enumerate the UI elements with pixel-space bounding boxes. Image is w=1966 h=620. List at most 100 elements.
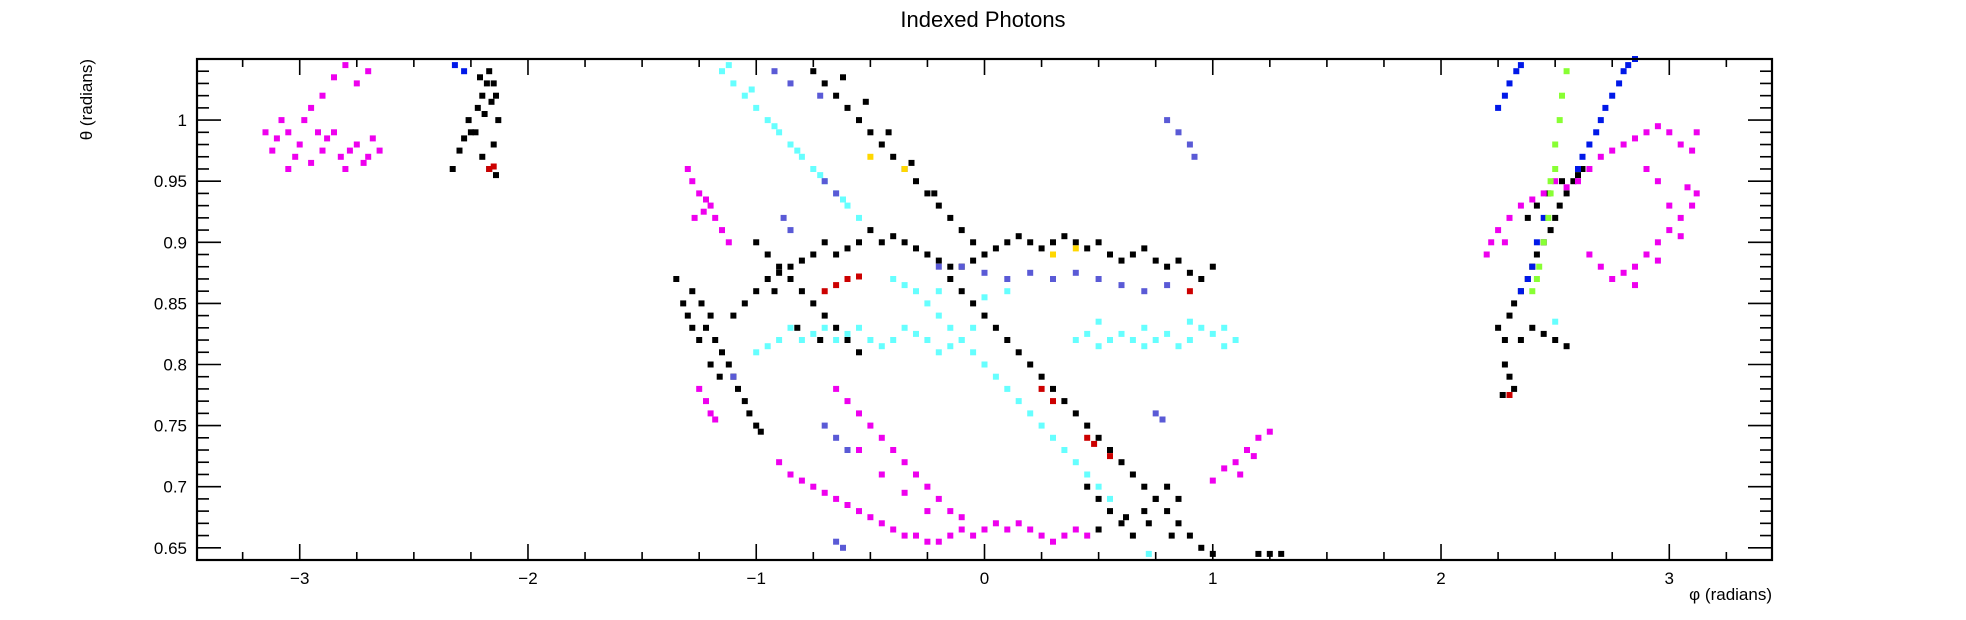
data-point bbox=[867, 129, 874, 136]
data-point bbox=[1141, 288, 1148, 295]
data-point bbox=[764, 343, 771, 350]
data-point bbox=[810, 68, 817, 75]
data-point bbox=[757, 428, 764, 435]
x-tick-label: 1 bbox=[1208, 569, 1217, 588]
data-point bbox=[1586, 141, 1593, 148]
data-point bbox=[901, 532, 908, 539]
data-point bbox=[1517, 202, 1524, 209]
data-point bbox=[1107, 447, 1113, 453]
data-point bbox=[315, 129, 321, 136]
y-tick-label: 0.9 bbox=[163, 233, 187, 252]
data-point bbox=[1552, 318, 1559, 325]
data-point bbox=[878, 239, 885, 246]
data-point bbox=[1095, 276, 1102, 282]
data-point bbox=[376, 147, 383, 154]
data-point bbox=[1654, 123, 1661, 130]
data-point bbox=[821, 312, 828, 319]
data-point bbox=[1517, 62, 1524, 69]
data-point bbox=[1209, 330, 1216, 337]
x-tick-label: −2 bbox=[518, 569, 537, 588]
data-point bbox=[787, 324, 794, 331]
data-point bbox=[833, 282, 840, 289]
data-point bbox=[301, 117, 308, 124]
data-point bbox=[890, 233, 897, 240]
data-point bbox=[1061, 233, 1068, 240]
data-point bbox=[285, 129, 292, 136]
data-point bbox=[483, 80, 490, 87]
data-point bbox=[1643, 251, 1650, 258]
data-point bbox=[1186, 337, 1193, 343]
data-point bbox=[369, 135, 376, 142]
data-point bbox=[844, 104, 851, 111]
data-point bbox=[821, 422, 828, 429]
data-point bbox=[885, 129, 892, 136]
data-point bbox=[741, 398, 748, 405]
data-point bbox=[947, 324, 954, 331]
data-point bbox=[935, 538, 942, 545]
data-point bbox=[1095, 495, 1102, 502]
data-point bbox=[1563, 68, 1570, 75]
data-point bbox=[1602, 104, 1609, 111]
data-point bbox=[1141, 324, 1148, 331]
data-point bbox=[365, 68, 372, 75]
data-point bbox=[844, 502, 851, 508]
data-point bbox=[461, 68, 468, 75]
data-point bbox=[1141, 245, 1148, 252]
data-point bbox=[1095, 434, 1102, 441]
data-point bbox=[787, 141, 794, 148]
axis-ticks-layer: −3 −2 −1 0 1 2 3 0.65 0.7 0.75 0.8 0.85 0.9 0.95 1 bbox=[154, 59, 1772, 588]
data-point bbox=[1237, 471, 1244, 478]
data-point bbox=[992, 520, 999, 527]
data-point bbox=[1186, 269, 1193, 276]
data-point bbox=[958, 227, 965, 234]
data-point bbox=[856, 117, 862, 124]
data-point bbox=[1513, 68, 1520, 75]
data-point bbox=[493, 172, 499, 179]
data-point bbox=[958, 526, 965, 533]
data-point bbox=[1495, 227, 1502, 234]
data-point bbox=[465, 117, 472, 124]
data-point bbox=[1168, 532, 1175, 539]
data-point bbox=[1004, 337, 1011, 343]
data-point bbox=[1095, 483, 1102, 490]
data-point bbox=[935, 288, 942, 295]
data-point bbox=[1107, 337, 1113, 343]
data-point bbox=[1050, 239, 1056, 246]
data-point bbox=[833, 337, 840, 343]
data-point bbox=[970, 300, 977, 307]
data-point bbox=[1061, 398, 1068, 405]
data-point bbox=[1579, 153, 1586, 160]
data-point bbox=[840, 74, 846, 81]
data-point bbox=[798, 337, 805, 343]
data-point bbox=[1609, 276, 1616, 282]
x-axis-label: φ (radians) bbox=[1689, 585, 1772, 604]
data-point bbox=[780, 214, 787, 221]
data-point bbox=[1095, 239, 1102, 246]
data-point bbox=[698, 300, 705, 307]
data-point bbox=[1693, 129, 1700, 136]
data-point bbox=[1547, 190, 1554, 197]
data-point bbox=[1004, 239, 1011, 246]
data-point bbox=[1524, 276, 1531, 282]
data-point bbox=[890, 153, 897, 160]
data-point bbox=[1575, 166, 1581, 172]
data-point bbox=[1545, 214, 1552, 221]
data-point bbox=[1004, 276, 1011, 282]
data-point bbox=[684, 312, 691, 319]
data-point bbox=[1570, 178, 1577, 185]
data-point bbox=[1533, 251, 1540, 258]
data-point bbox=[844, 330, 851, 337]
data-point bbox=[1050, 398, 1056, 405]
data-point bbox=[1038, 373, 1045, 380]
data-point bbox=[319, 147, 326, 154]
data-point bbox=[913, 178, 919, 185]
data-point bbox=[844, 245, 851, 252]
data-point bbox=[1625, 62, 1632, 69]
data-point bbox=[712, 337, 719, 343]
data-point bbox=[735, 385, 741, 392]
data-point bbox=[1118, 330, 1125, 337]
data-point bbox=[1529, 196, 1536, 203]
data-point bbox=[878, 343, 885, 350]
data-point bbox=[725, 361, 732, 368]
data-point bbox=[1517, 288, 1524, 295]
